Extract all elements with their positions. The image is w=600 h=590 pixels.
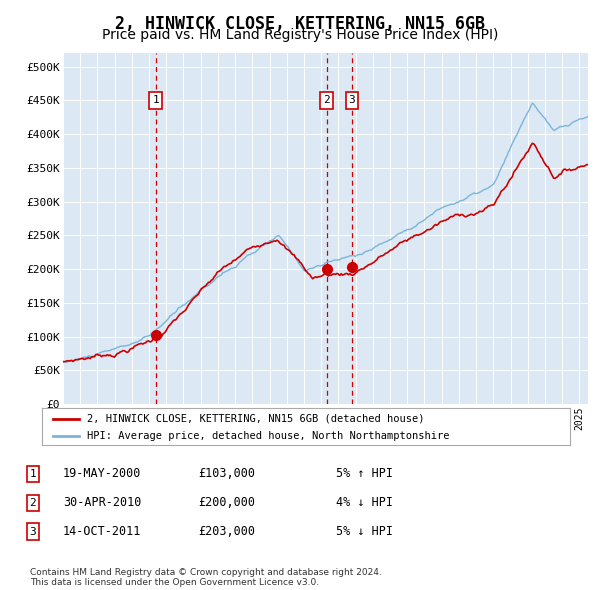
Text: Contains HM Land Registry data © Crown copyright and database right 2024.
This d: Contains HM Land Registry data © Crown c… [30, 568, 382, 587]
Text: £200,000: £200,000 [198, 496, 255, 509]
Text: HPI: Average price, detached house, North Northamptonshire: HPI: Average price, detached house, Nort… [87, 431, 449, 441]
Text: 2, HINWICK CLOSE, KETTERING, NN15 6GB (detached house): 2, HINWICK CLOSE, KETTERING, NN15 6GB (d… [87, 414, 424, 424]
Text: 14-OCT-2011: 14-OCT-2011 [63, 525, 142, 538]
Text: 1: 1 [152, 96, 159, 106]
Text: 5% ↑ HPI: 5% ↑ HPI [336, 467, 393, 480]
Text: 2: 2 [323, 96, 330, 106]
Text: £203,000: £203,000 [198, 525, 255, 538]
Text: 1: 1 [29, 469, 37, 478]
Text: 2: 2 [29, 498, 37, 507]
Text: 5% ↓ HPI: 5% ↓ HPI [336, 525, 393, 538]
Text: £103,000: £103,000 [198, 467, 255, 480]
Text: Price paid vs. HM Land Registry's House Price Index (HPI): Price paid vs. HM Land Registry's House … [102, 28, 498, 42]
Text: 3: 3 [29, 527, 37, 536]
Text: 2, HINWICK CLOSE, KETTERING, NN15 6GB: 2, HINWICK CLOSE, KETTERING, NN15 6GB [115, 15, 485, 33]
Text: 4% ↓ HPI: 4% ↓ HPI [336, 496, 393, 509]
Text: 30-APR-2010: 30-APR-2010 [63, 496, 142, 509]
Text: 3: 3 [349, 96, 355, 106]
Text: 19-MAY-2000: 19-MAY-2000 [63, 467, 142, 480]
